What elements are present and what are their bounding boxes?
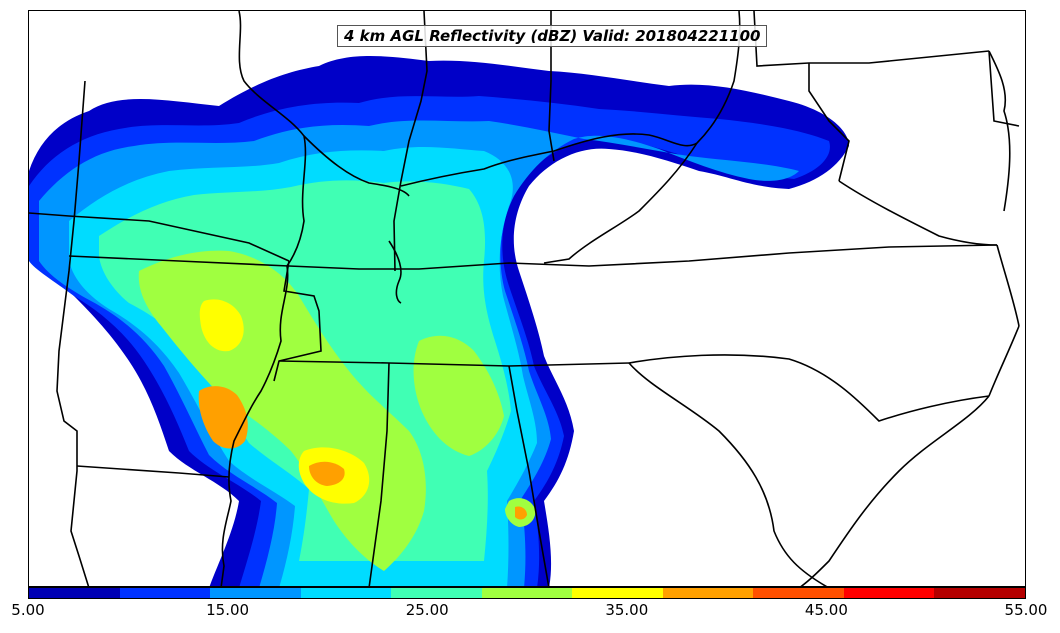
colorbar-segment xyxy=(753,588,844,598)
coastline xyxy=(800,395,990,586)
boundary-line xyxy=(29,212,290,262)
boundary-line xyxy=(808,63,850,182)
colorbar-segment xyxy=(119,588,211,598)
coastline xyxy=(988,50,1011,212)
echo-core-orange-west xyxy=(198,386,248,449)
boundary-line xyxy=(56,80,90,586)
boundary-line xyxy=(543,142,698,264)
map-title: 4 km AGL Reflectivity (dBZ) Valid: 20180… xyxy=(337,25,768,47)
colorbar-tick-label: 25.00 xyxy=(405,601,449,619)
coastline xyxy=(988,325,1020,397)
colorbar-segment xyxy=(572,588,663,598)
boundary-line xyxy=(393,11,428,272)
coastline xyxy=(996,244,1020,327)
colorbar-segment xyxy=(391,588,482,598)
boundary-line xyxy=(508,365,550,586)
reflectivity-shading xyxy=(29,56,849,586)
reflectivity-map xyxy=(29,11,1020,586)
echo-core-yellow xyxy=(199,299,244,352)
echo-core-orange-south xyxy=(309,461,345,486)
colorbar-segment xyxy=(843,588,935,598)
colorbar-segment xyxy=(481,588,573,598)
boundary-line xyxy=(628,362,828,586)
river-mississippi xyxy=(220,265,289,586)
boundary-line xyxy=(753,11,990,67)
colorbar-segment xyxy=(29,588,120,598)
colorbar-segment xyxy=(662,588,754,598)
colorbar xyxy=(28,587,1026,599)
boundary-line xyxy=(68,244,998,270)
river-ohio xyxy=(388,240,402,304)
colorbar-tick-label: 5.00 xyxy=(11,601,45,619)
boundary-line xyxy=(278,360,630,367)
boundary-line xyxy=(400,133,698,187)
boundary-line xyxy=(76,465,230,478)
colorbar-tick-label: 15.00 xyxy=(206,601,250,619)
colorbar-tick-label: 45.00 xyxy=(804,601,848,619)
map-panel: 4 km AGL Reflectivity (dBZ) Valid: 20180… xyxy=(28,10,1026,587)
boundary-line xyxy=(368,362,390,586)
colorbar-segment xyxy=(934,588,1026,598)
boundary-line xyxy=(238,11,307,267)
boundary-line xyxy=(988,50,1020,127)
colorbar-tick-label: 55.00 xyxy=(1004,601,1048,619)
colorbar-tick-label: 35.00 xyxy=(605,601,649,619)
colorbar-segment xyxy=(210,588,301,598)
boundary-line xyxy=(628,354,990,422)
echo-cell-isolated-east-core xyxy=(515,506,527,520)
boundary-line xyxy=(303,135,410,197)
colorbar-segment xyxy=(300,588,392,598)
state-boundaries xyxy=(29,11,1020,586)
boundary-line xyxy=(838,180,998,246)
